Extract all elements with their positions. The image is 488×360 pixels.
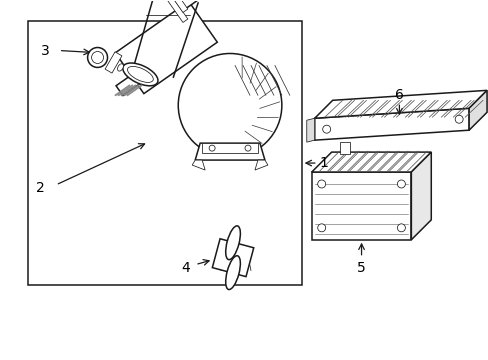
Circle shape [317,224,325,232]
Polygon shape [410,152,430,240]
Polygon shape [311,172,410,240]
Polygon shape [115,1,217,94]
Polygon shape [254,160,267,170]
Polygon shape [339,142,349,154]
Polygon shape [105,52,122,73]
Ellipse shape [127,66,153,82]
Polygon shape [116,73,141,95]
Polygon shape [468,90,486,130]
Text: 2: 2 [36,181,45,195]
Polygon shape [121,85,136,96]
Polygon shape [195,143,264,160]
Polygon shape [314,90,486,118]
Text: 6: 6 [394,88,403,102]
Text: 1: 1 [319,156,328,170]
Circle shape [209,145,215,151]
Ellipse shape [117,64,123,71]
Polygon shape [192,160,205,170]
Circle shape [178,54,281,157]
Polygon shape [164,0,187,13]
Circle shape [87,48,107,67]
Polygon shape [115,85,130,96]
Circle shape [397,180,405,188]
Polygon shape [118,85,133,96]
Circle shape [317,180,325,188]
Polygon shape [314,108,468,140]
Polygon shape [162,0,208,13]
Text: 3: 3 [41,44,50,58]
Polygon shape [202,143,258,153]
Polygon shape [306,118,314,142]
Text: 4: 4 [181,261,189,275]
Circle shape [91,51,103,63]
Circle shape [244,145,250,151]
Polygon shape [126,85,142,96]
Polygon shape [164,0,187,22]
Ellipse shape [225,256,240,289]
Circle shape [397,224,405,232]
Circle shape [454,115,462,123]
Ellipse shape [122,63,158,86]
Bar [28,21,301,285]
Ellipse shape [225,226,240,260]
Polygon shape [212,239,253,276]
Circle shape [322,125,330,133]
Polygon shape [123,85,139,96]
Polygon shape [311,152,430,172]
Text: 5: 5 [356,261,365,275]
